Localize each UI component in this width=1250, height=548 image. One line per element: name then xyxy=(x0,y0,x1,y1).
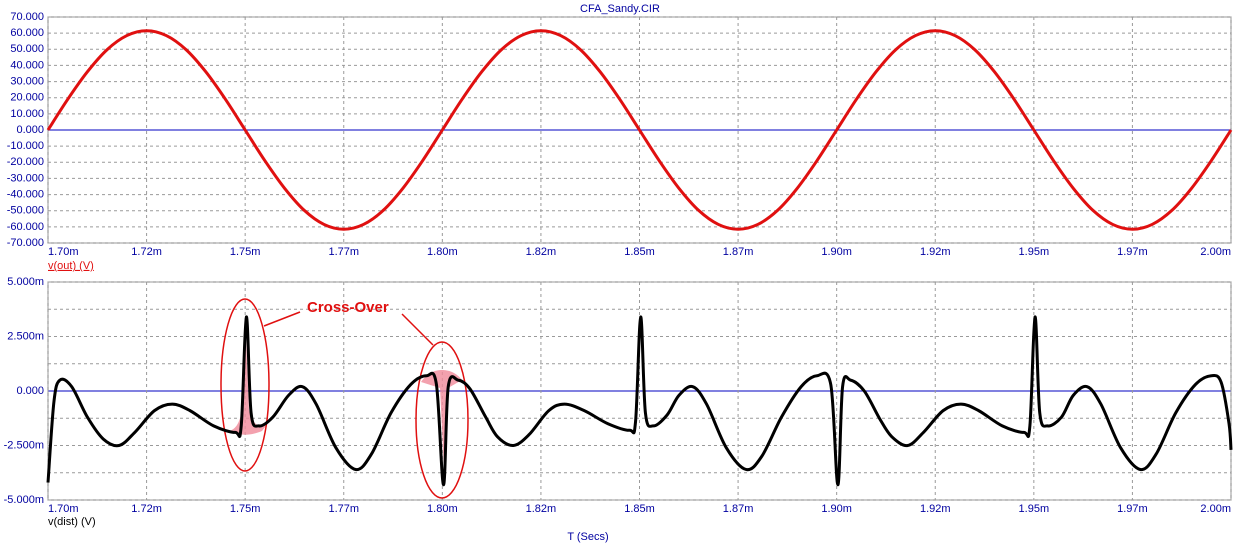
x-tick-label: 1.70m xyxy=(48,503,79,515)
annotation-layer: Cross-Over xyxy=(220,298,469,499)
x-tick-label: 2.00m xyxy=(1200,503,1231,515)
x-tick-label: 1.87m xyxy=(723,503,754,515)
x-tick-label: 1.90m xyxy=(821,503,852,515)
series-line xyxy=(46,29,1233,231)
y-tick-label: 20.000 xyxy=(10,92,44,104)
x-tick-label: 1.80m xyxy=(427,246,458,258)
y-tick-label: 2.500m xyxy=(7,330,44,342)
arrow xyxy=(263,311,301,327)
chart-title: CFA_Sandy.CIR xyxy=(580,3,660,15)
x-tick-label: 1.85m xyxy=(624,246,655,258)
annotation: Cross-Over xyxy=(307,299,389,316)
x-tick-label: 1.92m xyxy=(920,246,951,258)
x-tick-label: 1.77m xyxy=(328,503,359,515)
y-tick-label: 0.000 xyxy=(16,385,44,397)
x-tick-label: 1.97m xyxy=(1117,246,1148,258)
y-tick-label: -2.500m xyxy=(4,439,44,451)
y-tick-label: -70.000 xyxy=(7,237,44,249)
x-tick-label: 1.82m xyxy=(526,246,557,258)
y-tick-label: 50.000 xyxy=(10,43,44,55)
y-tick-label: 70.000 xyxy=(10,11,44,23)
y-tick-label: 30.000 xyxy=(10,75,44,87)
series-label: v(dist) (V) xyxy=(48,516,96,528)
arrow xyxy=(401,313,434,346)
y-tick-label: -30.000 xyxy=(7,172,44,184)
x-tick-label: 1.75m xyxy=(230,503,261,515)
x-tick-label: 1.92m xyxy=(920,503,951,515)
x-tick-label: 1.70m xyxy=(48,246,79,258)
x-tick-label: 1.95m xyxy=(1019,503,1050,515)
highlight-ellipse xyxy=(415,341,469,499)
x-tick-label: 2.00m xyxy=(1200,246,1231,258)
y-tick-label: 10.000 xyxy=(10,108,44,120)
x-tick-label: 1.87m xyxy=(723,246,754,258)
highlight-ellipse xyxy=(220,298,270,472)
x-tick-label: 1.72m xyxy=(131,246,162,258)
x-tick-label: 1.72m xyxy=(131,503,162,515)
y-tick-label: -40.000 xyxy=(7,188,44,200)
x-tick-label: 1.82m xyxy=(526,503,557,515)
x-tick-label: 1.95m xyxy=(1019,246,1050,258)
y-tick-label: 5.000m xyxy=(7,276,44,288)
y-tick-label: 60.000 xyxy=(10,27,44,39)
y-tick-label: 0.000 xyxy=(16,124,44,136)
x-tick-label: 1.80m xyxy=(427,503,458,515)
y-tick-label: -10.000 xyxy=(7,140,44,152)
series-label: v(out) (V) xyxy=(48,260,94,272)
shaded-area xyxy=(230,340,266,435)
x-tick-label: 1.97m xyxy=(1117,503,1148,515)
y-tick-label: -5.000m xyxy=(4,494,44,506)
x-tick-label: 1.85m xyxy=(624,503,655,515)
x-tick-label: 1.90m xyxy=(821,246,852,258)
series-line xyxy=(46,315,1233,487)
y-tick-label: -60.000 xyxy=(7,221,44,233)
x-axis-label: T (Secs) xyxy=(567,531,608,543)
x-tick-label: 1.77m xyxy=(328,246,359,258)
x-tick-label: 1.75m xyxy=(230,246,261,258)
y-tick-label: -50.000 xyxy=(7,205,44,217)
y-tick-label: 40.000 xyxy=(10,59,44,71)
y-tick-label: -20.000 xyxy=(7,156,44,168)
